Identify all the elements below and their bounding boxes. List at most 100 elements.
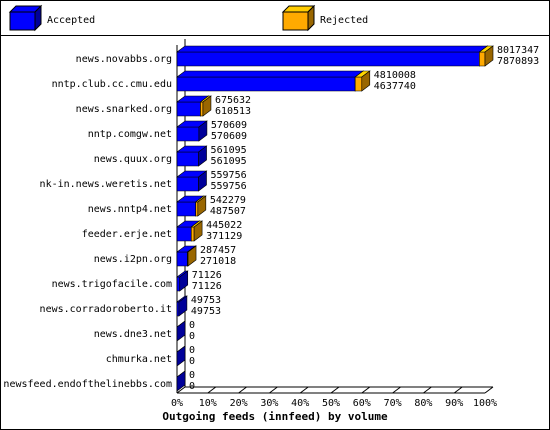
- value-label: 559756: [211, 170, 247, 181]
- value-label: 570609: [211, 120, 247, 131]
- x-tick: [484, 386, 494, 394]
- value-label: 7870893: [497, 56, 539, 67]
- value-label: 0: [189, 331, 195, 342]
- y-tick-label: news.i2pn.org: [94, 254, 172, 265]
- y-tick-label: nk-in.news.weretis.net: [40, 179, 172, 190]
- value-label: 445022: [206, 220, 242, 231]
- bar-rejected-face: [479, 51, 486, 67]
- value-label: 287457: [200, 245, 236, 256]
- bar-accepted-face: [176, 101, 201, 117]
- value-label: 0: [189, 381, 195, 392]
- value-label: 49753: [191, 306, 221, 317]
- x-tick-label: 40%: [291, 398, 309, 409]
- bar-accepted: [176, 295, 188, 317]
- legend-swatch: [9, 11, 36, 31]
- y-tick-label: news.quux.org: [94, 154, 172, 165]
- bar-accepted: [176, 70, 365, 92]
- x-tick-label: 50%: [322, 398, 340, 409]
- bar-accepted-face: [176, 176, 199, 192]
- value-label: 610513: [215, 106, 251, 117]
- y-tick-label: chmurka.net: [106, 354, 172, 365]
- bar-accepted: [176, 145, 208, 167]
- value-label: 371129: [206, 231, 242, 242]
- bar-accepted-face: [198, 170, 207, 192]
- x-tick: [453, 386, 463, 394]
- bar-accepted-face: [198, 145, 207, 167]
- y-tick-label: nntp.club.cc.cmu.edu: [52, 79, 172, 90]
- legend-label: Accepted: [47, 15, 95, 26]
- bar-accepted-face: [176, 226, 192, 242]
- bar-accepted: [176, 320, 186, 342]
- y-tick-label: feeder.erje.net: [82, 229, 172, 240]
- value-label: 271018: [200, 256, 236, 267]
- y-tick-label: news.novabbs.org: [76, 54, 172, 65]
- bar-rejected-face: [190, 226, 195, 242]
- x-tick: [176, 386, 186, 394]
- value-label: 0: [189, 370, 195, 381]
- bar-rejected-face: [197, 195, 207, 217]
- legend-swatch: [307, 4, 315, 32]
- bar-rejected-face: [354, 76, 363, 92]
- value-label: 71126: [192, 270, 222, 281]
- bar-accepted-face: [178, 295, 188, 317]
- value-label: 559756: [211, 181, 247, 192]
- bar-rejected-face: [361, 70, 371, 92]
- y-tick-label: news.nntp4.net: [88, 204, 172, 215]
- x-tick-label: 70%: [384, 398, 402, 409]
- bar-rejected-face: [484, 45, 494, 67]
- bar-accepted-face: [176, 251, 188, 267]
- y-tick-label: news.trigofacile.com: [52, 279, 172, 290]
- value-label: 675632: [215, 95, 251, 106]
- x-tick-label: 0%: [171, 398, 183, 409]
- x-tick: [269, 386, 278, 394]
- x-tick-label: 100%: [473, 398, 497, 409]
- value-label: 49753: [191, 295, 221, 306]
- value-label: 0: [189, 356, 195, 367]
- x-tick-label: 10%: [199, 398, 217, 409]
- chart-title: Outgoing feeds (innfeed) by volume: [162, 410, 388, 423]
- bar-accepted-face: [176, 45, 489, 53]
- bar-accepted-face: [176, 201, 197, 217]
- x-tick-label: 30%: [260, 398, 278, 409]
- bar-accepted: [176, 345, 186, 367]
- value-label: 71126: [192, 281, 222, 292]
- y-tick-label: nntp.comgw.net: [88, 129, 172, 140]
- x-tick: [207, 386, 217, 394]
- y-tick-label: newsfeed.endofthelinebbs.com: [3, 379, 172, 390]
- x-tick: [238, 386, 247, 394]
- value-label: 0: [189, 320, 195, 331]
- value-label: 4810008: [374, 70, 416, 81]
- bar-rejected-face: [187, 245, 197, 267]
- bar-rejected-face: [195, 201, 199, 217]
- bar-rejected-face: [193, 220, 203, 242]
- bar-accepted-face: [176, 126, 200, 142]
- bar-accepted: [176, 370, 186, 392]
- bar-accepted-face: [176, 151, 199, 167]
- bar-accepted-face: [176, 276, 181, 292]
- x-tick-label: 90%: [445, 398, 463, 409]
- bar-accepted-face: [179, 270, 189, 292]
- legend-label: Rejected: [320, 15, 368, 26]
- bar-accepted-face: [176, 51, 480, 67]
- bar-rejected: [190, 220, 203, 242]
- x-tick-label: 80%: [414, 398, 432, 409]
- y-tick-label: news.corradoroberto.it: [40, 304, 172, 315]
- legend-swatch: [282, 11, 309, 31]
- bar-accepted-face: [176, 370, 186, 392]
- value-label: 4637740: [374, 81, 416, 92]
- x-tick-label: 60%: [353, 398, 371, 409]
- value-label: 0: [189, 345, 195, 356]
- bar-rejected-face: [200, 101, 204, 117]
- bar-rejected: [478, 45, 494, 67]
- bar-accepted: [176, 45, 489, 67]
- value-label: 8017347: [497, 45, 539, 56]
- bar-rejected: [194, 195, 207, 217]
- bar-accepted-face: [176, 345, 186, 367]
- bar-rejected: [199, 95, 212, 117]
- value-label: 561095: [211, 145, 247, 156]
- x-tick-label: 20%: [230, 398, 248, 409]
- y-tick-label: news.dne3.net: [94, 329, 172, 340]
- bar-accepted-face: [176, 320, 186, 342]
- bar-accepted-face: [176, 76, 356, 92]
